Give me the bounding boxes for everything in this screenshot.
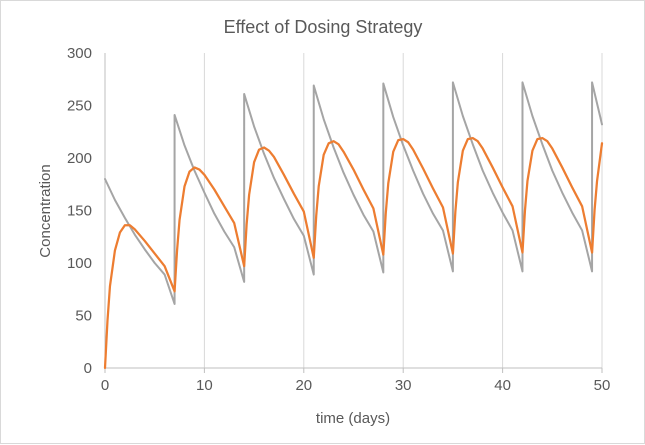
series-line-1: [104, 81, 603, 305]
gridlines: [203, 53, 603, 368]
y-tick-labels: 0 50 100 150 200 250 300: [67, 45, 92, 377]
x-axis-label: time (days): [316, 410, 390, 427]
y-tick-label-0: 0: [84, 360, 92, 377]
y-tick-label-100: 100: [67, 255, 92, 272]
chart-title: Effect of Dosing Strategy: [224, 17, 423, 37]
x-tick-label-40: 40: [494, 377, 511, 394]
x-tick-label-20: 20: [295, 377, 312, 394]
x-tick-label-0: 0: [101, 377, 109, 394]
series-group: [103, 81, 604, 370]
y-tick-label-150: 150: [67, 203, 92, 220]
y-tick-label-300: 300: [67, 45, 92, 62]
x-tick-label-50: 50: [594, 377, 611, 394]
y-axis-label: Concentration: [37, 164, 54, 257]
y-tick-label-250: 250: [67, 98, 92, 115]
y-tick-label-200: 200: [67, 150, 92, 167]
x-tick-labels: 0 10 20 30 40 50: [101, 377, 611, 394]
x-tick-label-10: 10: [196, 377, 213, 394]
y-tick-label-50: 50: [75, 308, 92, 325]
x-tick-label-30: 30: [395, 377, 412, 394]
series-line-2: [103, 136, 604, 370]
